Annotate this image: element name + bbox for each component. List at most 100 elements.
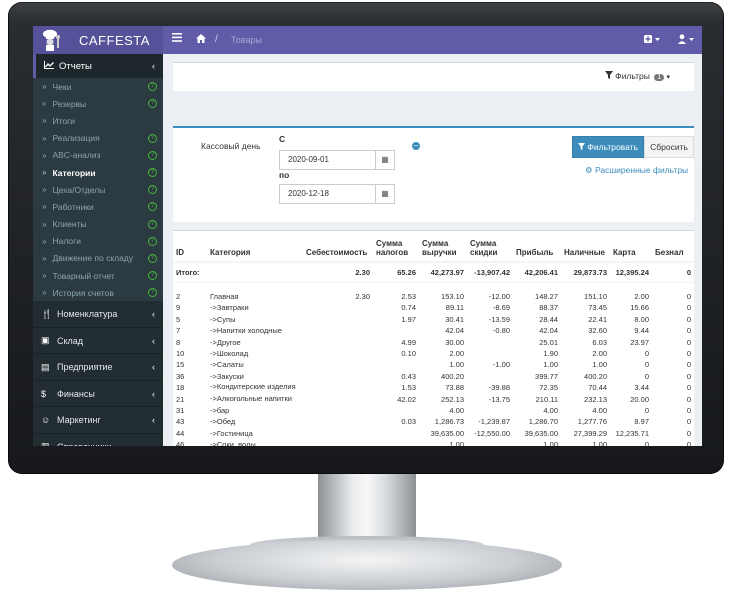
column-header[interactable]: Сумма скидки	[467, 231, 513, 263]
help-icon[interactable]: ?	[148, 99, 157, 109]
cash-day-label: Кассовый день	[201, 141, 261, 151]
hamburger-menu-icon[interactable]	[172, 33, 182, 45]
chevron-left-icon: ‹	[152, 309, 155, 320]
help-icon[interactable]: ?	[148, 150, 157, 160]
column-header[interactable]: Наличные	[561, 231, 610, 263]
cell-value: 400.20	[441, 371, 464, 381]
sidebar-subitem[interactable]: » Категории?	[33, 164, 163, 181]
cell-value: 1.00	[592, 440, 607, 446]
sidebar-subitem-label: Работники	[52, 201, 94, 212]
sidebar-item-label: Финансы	[57, 388, 95, 399]
chevron-left-icon: ‹	[152, 388, 155, 399]
help-icon[interactable]: ?	[148, 288, 157, 298]
cell-value: 4.00	[592, 405, 607, 415]
double-chevron-right-icon: »	[42, 116, 47, 126]
cell-value: 0	[686, 428, 691, 438]
sidebar-subitem[interactable]: » Клиенты?	[33, 216, 163, 233]
cell-value: 1,286.73	[434, 417, 464, 427]
sidebar-subitem[interactable]: » Итоги	[33, 112, 163, 129]
sidebar-item[interactable]: 🍴 Номенклатура ‹	[33, 301, 163, 328]
sidebar-subitem[interactable]: » Реализация?	[33, 130, 163, 147]
cell-value: 65.26	[373, 262, 419, 283]
double-chevron-right-icon: »	[42, 185, 47, 195]
apply-filter-button[interactable]: Фильтровать	[572, 136, 644, 158]
column-header[interactable]: Категория	[207, 231, 303, 263]
calendar-icon[interactable]: ▦	[375, 151, 394, 169]
user-menu-icon[interactable]	[678, 34, 696, 47]
sidebar-subitem[interactable]: » Цеха/Отделы?	[33, 181, 163, 198]
cell-value	[303, 394, 373, 405]
cell-value: 2.00	[592, 348, 607, 358]
brand[interactable]: CAFFESTA	[33, 26, 163, 54]
help-icon[interactable]: ?	[148, 202, 157, 212]
cell-category: ->Другое	[210, 337, 241, 347]
help-icon[interactable]: ?	[148, 271, 157, 281]
help-icon[interactable]: ?	[148, 133, 157, 143]
column-header[interactable]: Себестоимость	[303, 231, 373, 263]
table-row: 9 ->Завтраки 0.74 89.11 -8.69 88.37 73.45 15.66…	[173, 302, 694, 313]
sidebar-subitem[interactable]: » Резервы?	[33, 95, 163, 112]
cell-value: 1.00	[449, 440, 464, 446]
sidebar-item-label: Предприятие	[57, 362, 113, 373]
add-menu-icon[interactable]	[644, 34, 662, 47]
column-header[interactable]: Сумма выручки	[419, 231, 467, 263]
cell-value: 8.97	[634, 417, 649, 427]
sidebar-subitem[interactable]: » Движение по складу?	[33, 250, 163, 267]
total-label: Итого:	[173, 262, 303, 283]
reset-button[interactable]: Сбросить	[644, 136, 694, 158]
sidebar-subitem-label: Движение по складу	[52, 253, 134, 264]
home-icon[interactable]	[196, 34, 206, 46]
advanced-filters-link[interactable]: ⚙ Расширенные фильтры	[585, 165, 688, 176]
calendar-icon[interactable]: ▦	[375, 185, 394, 203]
cell-value: 3.44	[634, 383, 649, 393]
filter-bar: Фильтры 1 ▾	[173, 62, 694, 91]
table-row: 10 ->Шоколад 0.10 2.00 1.90 2.00 0 0	[173, 348, 694, 359]
sidebar-subitem[interactable]: » История счетов?	[33, 284, 163, 301]
monitor-base	[172, 540, 562, 590]
date-from-input[interactable]: 2020-09-01 ▦	[279, 150, 395, 170]
help-icon[interactable]: ?	[148, 236, 157, 246]
help-icon[interactable]: ?	[148, 253, 157, 263]
cell-value: 23.97	[630, 337, 649, 347]
cell-value: 2.30	[303, 262, 373, 283]
dollar-icon: $	[41, 388, 47, 399]
column-header[interactable]: ID	[173, 231, 207, 263]
sidebar-item-reports[interactable]: Отчеты ‹	[33, 54, 163, 78]
help-icon[interactable]: ?	[148, 219, 157, 229]
help-icon[interactable]: ?	[148, 167, 157, 177]
sidebar-subitem[interactable]: » Чеки?	[33, 78, 163, 95]
column-header[interactable]: Безнал	[652, 231, 694, 263]
sidebar-item[interactable]: ▣ Склад ‹	[33, 328, 163, 355]
sidebar-item[interactable]: ▤ Предприятие ‹	[33, 354, 163, 381]
help-icon[interactable]: ?	[148, 185, 157, 195]
remove-filter-icon[interactable]: –	[412, 141, 420, 150]
date-to-input[interactable]: 2020-12-18 ▦	[279, 184, 395, 204]
double-chevron-right-icon: »	[42, 236, 47, 246]
sidebar-item[interactable]: $ Финансы ‹	[33, 381, 163, 408]
sidebar-subitem[interactable]: » Товарный отчет?	[33, 267, 163, 284]
column-header[interactable]: Сумма налогов	[373, 231, 419, 263]
help-icon[interactable]: ?	[148, 82, 157, 91]
sidebar-item[interactable]: ▥ Справочники ‹	[33, 434, 163, 446]
column-header[interactable]: Прибыль	[513, 231, 561, 263]
sidebar-subitem[interactable]: » ABC-анализ?	[33, 147, 163, 164]
cell-category: ->Соки, воды	[210, 440, 256, 446]
sidebar-subitem-label: Резервы	[52, 98, 87, 109]
filters-toggle-button[interactable]: Фильтры 1 ▾	[604, 71, 670, 81]
double-chevron-right-icon: »	[42, 219, 47, 229]
sidebar-item[interactable]: ☺ Маркетинг ‹	[33, 407, 163, 434]
cell-value	[373, 405, 419, 416]
cell-value: 1,286.70	[528, 417, 558, 427]
sidebar-subitem[interactable]: » Работники?	[33, 198, 163, 215]
cell-value: 0	[686, 314, 691, 324]
sidebar-subitem[interactable]: » Налоги?	[33, 233, 163, 250]
cell-category: ->Обед	[210, 417, 236, 427]
cell-id: 36	[176, 371, 185, 381]
cell-value: 0	[686, 394, 691, 404]
cell-value: 0.74	[401, 303, 416, 313]
column-header[interactable]: Карта	[610, 231, 652, 263]
cell-category: ->Завтраки	[210, 303, 249, 313]
cell-value: 0	[686, 303, 691, 313]
cell-value: 4.00	[543, 405, 558, 415]
cell-value: 0.03	[401, 417, 416, 427]
